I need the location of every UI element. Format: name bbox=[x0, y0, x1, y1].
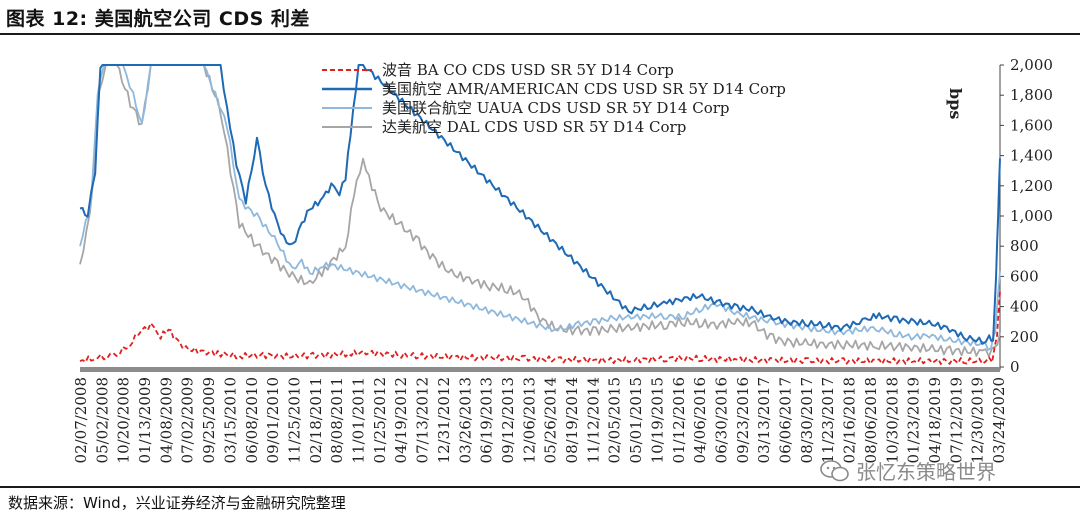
x-tick-label: 06/06/2017 bbox=[777, 377, 795, 463]
x-axis-band bbox=[80, 367, 1000, 372]
x-tick-label: 11/23/2017 bbox=[819, 377, 837, 463]
y-tick-label: 1,200 bbox=[1010, 177, 1053, 195]
top-rule bbox=[0, 33, 1080, 35]
legend-label: 美国联合航空 UAUA CDS USD SR 5Y D14 Corp bbox=[382, 99, 730, 117]
x-tick-label: 01/13/2009 bbox=[136, 377, 154, 463]
series-line-2 bbox=[79, 64, 1001, 351]
x-tick-label: 10/19/2015 bbox=[648, 377, 666, 463]
x-tick-label: 05/02/2008 bbox=[93, 377, 111, 463]
x-tick-label: 05/01/2015 bbox=[627, 377, 645, 463]
y-tick-label: 1,400 bbox=[1010, 147, 1053, 165]
x-tick-label: 01/25/2012 bbox=[371, 377, 389, 463]
x-tick-label: 09/25/2009 bbox=[200, 377, 218, 463]
y-tick-label: 2,000 bbox=[1010, 56, 1053, 74]
x-tick-label: 05/26/2014 bbox=[542, 377, 560, 463]
x-tick-label: 11/25/2010 bbox=[285, 377, 303, 463]
x-tick-label: 09/01/2010 bbox=[264, 377, 282, 463]
x-tick-label: 06/08/2010 bbox=[243, 377, 261, 463]
x-tick-label: 02/16/2018 bbox=[841, 377, 859, 463]
bottom-rule bbox=[0, 486, 1080, 488]
x-tick-label: 04/19/2012 bbox=[392, 377, 410, 463]
x-tick-label: 08/19/2014 bbox=[563, 377, 581, 463]
x-tick-label: 10/20/2008 bbox=[115, 377, 133, 463]
x-tick-label: 03/13/2017 bbox=[755, 377, 773, 463]
x-tick-label: 11/01/2011 bbox=[350, 377, 368, 463]
legend-label: 美国航空 AMR/AMERICAN CDS USD SR 5Y D14 Corp bbox=[382, 80, 786, 98]
y-axis-label: bps bbox=[946, 88, 965, 119]
x-tick-label: 06/19/2013 bbox=[478, 377, 496, 463]
y-tick-label: 1,600 bbox=[1010, 116, 1053, 134]
x-tick-label: 09/12/2013 bbox=[499, 377, 517, 463]
x-tick-label: 02/05/2015 bbox=[606, 377, 624, 463]
legend-label: 波音 BA CO CDS USD SR 5Y D14 Corp bbox=[382, 61, 674, 79]
x-tick-label: 04/06/2016 bbox=[691, 377, 709, 463]
x-tick-label: 07/12/2019 bbox=[947, 377, 965, 463]
x-tick-label: 06/30/2016 bbox=[712, 377, 730, 463]
legend-label: 达美航空 DAL CDS USD SR 5Y D14 Corp bbox=[382, 118, 686, 136]
x-tick-label: 07/02/2009 bbox=[179, 377, 197, 463]
x-tick-label: 01/12/2016 bbox=[670, 377, 688, 463]
x-tick-label: 04/18/2019 bbox=[926, 377, 944, 463]
series-line-0 bbox=[79, 291, 1001, 365]
y-tick-label: 400 bbox=[1010, 298, 1039, 316]
y-tick-label: 1,000 bbox=[1010, 207, 1053, 225]
x-tick-label: 12/06/2013 bbox=[520, 377, 538, 463]
x-tick-label: 03/26/2013 bbox=[456, 377, 474, 463]
x-tick-label: 11/12/2014 bbox=[584, 377, 602, 463]
watermark: 张忆东策略世界 bbox=[820, 456, 996, 485]
x-tick-label: 09/23/2016 bbox=[734, 377, 752, 463]
y-tick-label: 200 bbox=[1010, 328, 1039, 346]
source-note: 数据来源：Wind，兴业证券经济与金融研究院整理 bbox=[8, 494, 346, 512]
series-line-3 bbox=[79, 64, 1001, 358]
x-tick-label: 01/23/2019 bbox=[905, 377, 923, 463]
x-tick-label: 08/08/2011 bbox=[328, 377, 346, 463]
x-tick-label: 07/13/2012 bbox=[414, 377, 432, 463]
x-tick-label: 08/30/2017 bbox=[798, 377, 816, 463]
x-tick-label: 08/06/2018 bbox=[862, 377, 880, 463]
y-tick-label: 1,800 bbox=[1010, 86, 1053, 104]
x-tick-label: 02/18/2011 bbox=[307, 377, 325, 463]
x-tick-label: 03/24/2020 bbox=[990, 377, 1008, 463]
cds-spread-chart: 0 200 400 600 800 1,000 1,200 1,400 1,600 1,800 2,… bbox=[72, 56, 1053, 463]
y-tick-label: 800 bbox=[1010, 237, 1039, 255]
series-line-1 bbox=[79, 64, 1001, 345]
x-tick-label: 10/30/2018 bbox=[883, 377, 901, 463]
chart-title: 图表 12: 美国航空公司 CDS 利差 bbox=[6, 8, 310, 30]
x-tick-label: 12/30/2019 bbox=[969, 377, 987, 463]
y-tick-label: 600 bbox=[1010, 267, 1039, 285]
x-tick-label: 02/07/2008 bbox=[72, 377, 90, 463]
watermark-text: 张忆东策略世界 bbox=[856, 460, 996, 484]
x-tick-label: 04/08/2009 bbox=[157, 377, 175, 463]
wechat-icon bbox=[820, 459, 849, 481]
y-tick-label: 0 bbox=[1010, 358, 1020, 376]
x-tick-label: 12/31/2012 bbox=[435, 377, 453, 463]
x-tick-label: 03/15/2010 bbox=[221, 377, 239, 463]
